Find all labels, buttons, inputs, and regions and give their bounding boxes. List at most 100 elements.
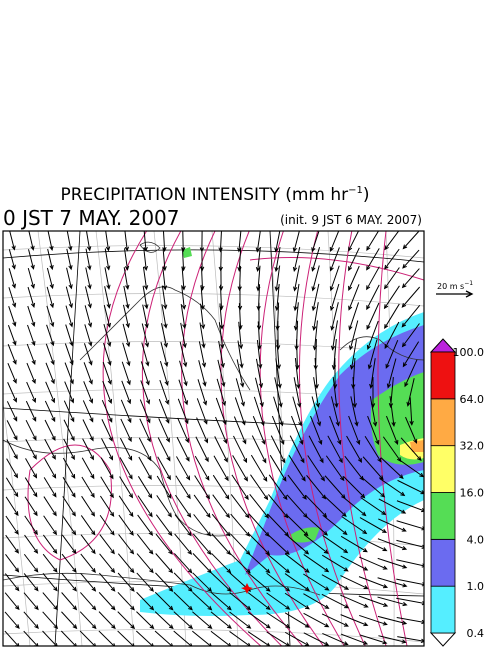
- wind-arrow: [42, 573, 58, 592]
- wind-arrow: [389, 396, 396, 428]
- precipitation-area: [182, 247, 192, 258]
- wind-arrow: [380, 457, 404, 480]
- wind-arrow: [367, 339, 378, 370]
- wind-arrow: [229, 631, 251, 646]
- wind-arrow: [325, 455, 345, 482]
- wind-arrow: [117, 611, 136, 630]
- wind-arrow: [9, 231, 16, 251]
- wind-arrow: [329, 283, 340, 312]
- wind-arrow: [8, 249, 16, 270]
- wind-arrow: [210, 572, 232, 592]
- wind-arrow: [66, 248, 73, 271]
- contour-line: [220, 231, 325, 646]
- wind-arrow: [162, 231, 167, 253]
- wind-arrow: [6, 401, 18, 422]
- wind-arrow: [404, 359, 418, 388]
- wind-arrow: [332, 377, 339, 409]
- wind-arrow: [346, 435, 363, 464]
- wind-arrow: [312, 320, 318, 351]
- wind-arrow: [350, 396, 359, 427]
- wind-arrow: [154, 591, 174, 611]
- wind-arrow: [266, 572, 291, 592]
- wind-arrow: [156, 495, 172, 518]
- wind-arrow: [292, 246, 301, 273]
- wind-arrow: [340, 633, 369, 645]
- graticule-major: [3, 249, 424, 263]
- wind-arrow: [402, 231, 420, 250]
- wind-arrow: [213, 455, 229, 482]
- wind-arrow: [156, 475, 172, 499]
- wind-arrow: [366, 320, 379, 351]
- wind-arrow: [101, 438, 114, 461]
- wind-arrow: [292, 231, 300, 253]
- wind-arrow: [162, 266, 168, 291]
- wind-arrow: [214, 436, 228, 463]
- wind-arrow: [236, 359, 245, 388]
- wind-arrow: [180, 322, 187, 349]
- wind-arrow: [176, 456, 191, 481]
- wind-arrow: [383, 285, 400, 310]
- wind-arrow: [198, 360, 207, 387]
- colorbar-segment: [430, 445, 456, 493]
- wind-arrow: [179, 360, 188, 387]
- wind-arrow: [61, 553, 77, 573]
- wind-arrow: [397, 636, 424, 643]
- wind-arrow: [255, 231, 261, 253]
- wind-arrow: [135, 630, 154, 646]
- wind-arrow: [85, 231, 92, 252]
- wind-arrow: [136, 591, 155, 611]
- wind-arrow: [83, 343, 93, 366]
- wind-arrow: [155, 514, 173, 537]
- wind-arrow: [322, 632, 349, 646]
- wind-arrow: [273, 396, 284, 427]
- wind-arrow: [46, 324, 55, 347]
- wind-arrow: [323, 495, 347, 518]
- precipitation-area: [245, 325, 424, 575]
- wind-arrow: [124, 231, 130, 252]
- wind-arrow: [64, 362, 74, 385]
- wind-arrow: [123, 285, 130, 310]
- map-area: [3, 231, 424, 646]
- wind-arrow: [4, 573, 20, 592]
- wind-arrow: [173, 572, 193, 592]
- wind-arrow: [384, 303, 400, 330]
- wind-arrow: [304, 514, 329, 536]
- graticule: [3, 399, 31, 646]
- wind-arrow: [232, 455, 248, 482]
- wind-arrow: [118, 534, 135, 555]
- colorbar-segment: [430, 538, 456, 587]
- wind-arrow: [43, 457, 57, 479]
- wind-arrow: [5, 554, 20, 573]
- wind-arrow: [119, 437, 133, 461]
- wind-arrow: [104, 267, 111, 290]
- wind-arrow: [84, 286, 92, 309]
- wind-arrow: [235, 378, 245, 407]
- colorbar-label: 1.0: [467, 580, 485, 593]
- wind-arrow: [284, 573, 310, 592]
- wind-arrow: [292, 396, 303, 427]
- wind-arrow: [200, 284, 205, 311]
- wind-arrow: [157, 456, 171, 481]
- wind-arrow: [210, 591, 232, 611]
- wind-arrow: [63, 419, 75, 442]
- colorbar-label: 64.0: [460, 393, 485, 406]
- precipitation-area: [410, 440, 424, 452]
- wind-arrow: [218, 340, 225, 369]
- wind-arrow: [98, 592, 116, 611]
- wind-arrow: [340, 555, 369, 571]
- wind-arrow: [100, 457, 114, 480]
- wind-arrow: [25, 458, 38, 479]
- wind-arrow: [321, 593, 350, 609]
- wind-arrow: [23, 592, 39, 611]
- wind-arrow: [359, 634, 388, 645]
- wind-arrow: [102, 361, 112, 386]
- wind-arrow: [66, 231, 73, 252]
- wind-arrow: [197, 379, 208, 406]
- wind-arrow: [274, 265, 281, 292]
- wind-arrow: [307, 455, 325, 482]
- wind-arrow: [196, 398, 208, 425]
- wind-arrow: [233, 416, 247, 445]
- wind-arrow: [121, 361, 131, 386]
- wind-arrow: [178, 379, 189, 406]
